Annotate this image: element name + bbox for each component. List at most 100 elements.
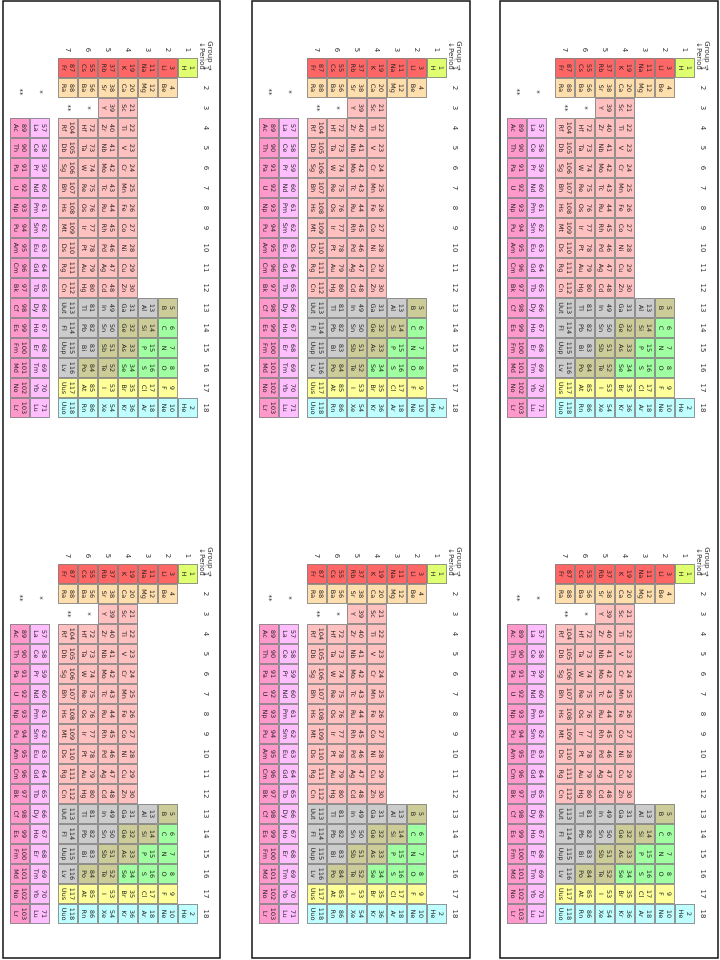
element-cell (259, 704, 279, 724)
element-symbol: Tm (32, 362, 40, 373)
element-cell (58, 824, 78, 844)
element-cell (98, 378, 118, 398)
series-marker: ** (313, 611, 321, 619)
element-symbol: Nd (529, 690, 537, 699)
atomic-number: 107 (68, 182, 76, 194)
element-symbol: Nb (100, 144, 108, 153)
element-symbol: Ga (617, 303, 625, 312)
element-cell (118, 298, 138, 318)
element-cell (307, 584, 327, 604)
atomic-number: 87 (565, 570, 573, 578)
element-symbol: Y (349, 105, 357, 110)
atomic-number: 16 (397, 870, 405, 878)
element-cell (158, 864, 178, 884)
atomic-number: 42 (605, 670, 613, 678)
element-cell (527, 884, 547, 904)
element-symbol: Pt (80, 245, 88, 252)
element-cell (78, 138, 98, 158)
atomic-number: 14 (645, 830, 653, 838)
element-cell (347, 298, 367, 318)
atomic-number: 90 (20, 650, 28, 658)
atomic-number: 43 (605, 690, 613, 698)
atomic-number: 96 (269, 264, 277, 272)
element-symbol: Pm (32, 709, 40, 719)
element-symbol: Li (409, 571, 417, 577)
element-cell (615, 278, 635, 298)
period-label: 7 (64, 554, 72, 558)
element-symbol: Se (369, 870, 377, 878)
element-cell (615, 218, 635, 238)
element-cell (327, 378, 347, 398)
element-cell (367, 884, 387, 904)
series-marker: ** (313, 105, 321, 113)
element-cell (58, 804, 78, 824)
corner-label: Group → (703, 547, 711, 577)
element-cell (118, 884, 138, 904)
atomic-number: 87 (317, 570, 325, 578)
element-symbol: Sr (349, 85, 357, 92)
atomic-number: 65 (40, 284, 48, 292)
element-cell (58, 238, 78, 258)
atomic-number: 39 (605, 104, 613, 112)
element-symbol: Cs (80, 64, 88, 73)
atomic-number: 93 (517, 710, 525, 718)
element-symbol: Gd (32, 769, 40, 778)
element-cell (327, 584, 347, 604)
element-symbol: Ti (120, 630, 128, 637)
element-symbol: Uus (557, 382, 565, 395)
atomic-number: 19 (128, 570, 136, 578)
element-symbol: He (180, 910, 188, 919)
group-label: 18 (699, 910, 707, 919)
group-label: 14 (699, 324, 707, 333)
element-cell (675, 904, 695, 924)
atomic-number: 81 (88, 810, 96, 818)
group-label: 13 (699, 810, 707, 819)
element-cell (555, 218, 575, 238)
element-cell (595, 278, 615, 298)
element-symbol: Lu (281, 910, 289, 918)
atomic-number: 39 (357, 104, 365, 112)
atomic-number: 20 (377, 590, 385, 598)
atomic-number: 8 (168, 872, 176, 876)
element-cell (387, 904, 407, 924)
atomic-number: 36 (377, 910, 385, 918)
atomic-number: 78 (88, 750, 96, 758)
period-label: 2 (164, 554, 172, 558)
atomic-number: 2 (437, 912, 445, 916)
element-symbol: Pu (12, 224, 20, 232)
atomic-number: 38 (357, 590, 365, 598)
element-cell (615, 824, 635, 844)
element-symbol: Sm (281, 223, 289, 233)
element-cell (387, 398, 407, 418)
element-cell (118, 398, 138, 418)
atomic-number: 27 (377, 730, 385, 738)
element-cell (58, 198, 78, 218)
element-symbol: Li (409, 65, 417, 71)
atomic-number: 96 (20, 264, 28, 272)
element-cell (527, 398, 547, 418)
element-symbol: Tb (281, 789, 289, 798)
atomic-number: 71 (537, 404, 545, 412)
atomic-number: 24 (128, 164, 136, 172)
element-symbol: Th (509, 143, 517, 152)
element-symbol: Dy (529, 810, 537, 819)
element-cell (307, 118, 327, 138)
atomic-number: 36 (625, 404, 633, 412)
element-symbol: Na (389, 64, 397, 73)
element-cell (78, 218, 98, 238)
atomic-number: 40 (605, 630, 613, 638)
element-cell (98, 564, 118, 584)
atomic-number: 35 (625, 890, 633, 898)
atomic-number: 108 (68, 202, 76, 214)
element-symbol: Sg (557, 164, 565, 172)
element-cell (575, 258, 595, 278)
element-cell (615, 98, 635, 118)
element-cell (307, 338, 327, 358)
element-cell (279, 644, 299, 664)
atomic-number: 27 (128, 224, 136, 232)
element-symbol: He (180, 404, 188, 413)
atomic-number: 112 (565, 788, 573, 800)
element-symbol: Bk (261, 284, 269, 292)
element-symbol: Cf (509, 305, 517, 313)
atomic-number: 7 (665, 852, 673, 856)
